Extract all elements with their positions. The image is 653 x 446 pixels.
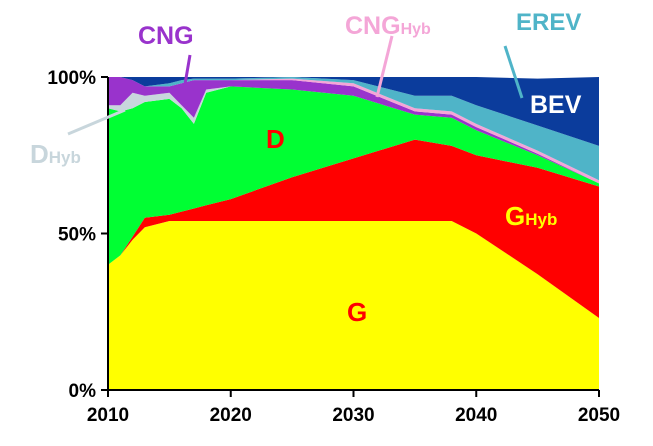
erev-leader-line [503, 45, 524, 99]
x-tick-label: 2030 [332, 405, 374, 426]
y-tick-label: 50% [58, 225, 96, 246]
area-bev [108, 77, 599, 146]
label-d-hyb: DHyb [30, 139, 81, 169]
callout-leaders [67, 35, 524, 136]
area-d [108, 86, 599, 265]
x-tick-label: 2040 [455, 405, 497, 426]
area-series-group [108, 77, 599, 390]
y-tick-label: 100% [47, 68, 96, 89]
label-cng-hyb: CNGHyb [345, 12, 431, 40]
y-axis-ticks: 0% 50% 100% [47, 68, 108, 402]
area-ghyb [108, 139, 599, 318]
y-tick-label: 0% [69, 381, 97, 402]
area-erev [108, 77, 599, 181]
label-d: D [266, 124, 285, 154]
cng-hyb-leader-line [375, 35, 394, 98]
area-cng [108, 77, 599, 184]
label-bev: BEV [530, 91, 582, 119]
area-dhyb [108, 86, 599, 184]
cng-leader-line [182, 54, 192, 91]
label-g: G [347, 297, 367, 327]
label-erev: EREV [516, 9, 581, 36]
x-tick-label: 2010 [87, 405, 129, 426]
x-axis-ticks: 2010 2020 2030 2040 2050 [87, 390, 620, 426]
x-tick-label: 2020 [210, 405, 252, 426]
area-g [108, 221, 599, 390]
x-tick-label: 2050 [578, 405, 620, 426]
label-g-hyb: GHyb [505, 201, 557, 231]
label-cng: CNG [138, 22, 194, 50]
d-hyb-leader-line [67, 108, 126, 136]
